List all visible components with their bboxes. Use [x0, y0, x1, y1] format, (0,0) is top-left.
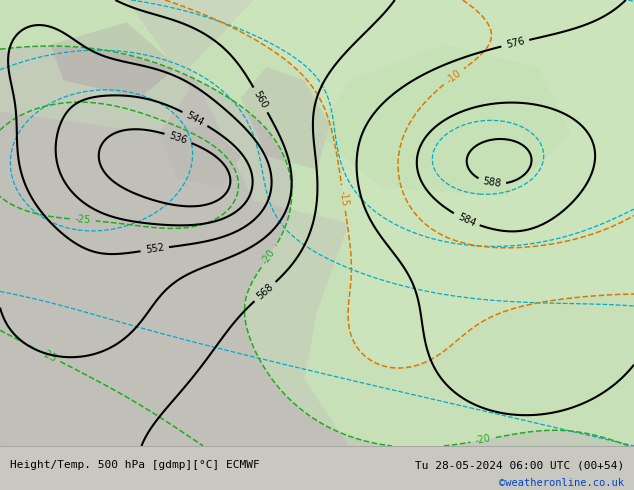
Text: -10: -10 [444, 68, 463, 85]
Text: -15: -15 [337, 189, 349, 206]
Text: -20: -20 [260, 247, 277, 266]
Polygon shape [304, 201, 634, 446]
Polygon shape [0, 0, 190, 134]
Polygon shape [158, 125, 241, 187]
Text: Tu 28-05-2024 06:00 UTC (00+54): Tu 28-05-2024 06:00 UTC (00+54) [415, 460, 624, 470]
Text: 576: 576 [505, 36, 526, 50]
Polygon shape [241, 67, 330, 170]
Text: ©weatheronline.co.uk: ©weatheronline.co.uk [500, 478, 624, 488]
Polygon shape [190, 0, 634, 223]
Text: Height/Temp. 500 hPa [gdmp][°C] ECMWF: Height/Temp. 500 hPa [gdmp][°C] ECMWF [10, 460, 259, 470]
Text: 584: 584 [456, 211, 477, 228]
Polygon shape [317, 45, 571, 196]
Text: 568: 568 [255, 282, 275, 301]
Polygon shape [0, 0, 634, 446]
Text: 560: 560 [252, 89, 269, 110]
Text: 544: 544 [184, 110, 205, 128]
Text: -20: -20 [474, 434, 492, 446]
Text: 552: 552 [145, 243, 165, 255]
Text: 588: 588 [482, 176, 502, 189]
Text: 536: 536 [168, 130, 188, 146]
Text: -25: -25 [39, 347, 58, 364]
Polygon shape [51, 22, 178, 98]
Text: -25: -25 [74, 214, 91, 225]
